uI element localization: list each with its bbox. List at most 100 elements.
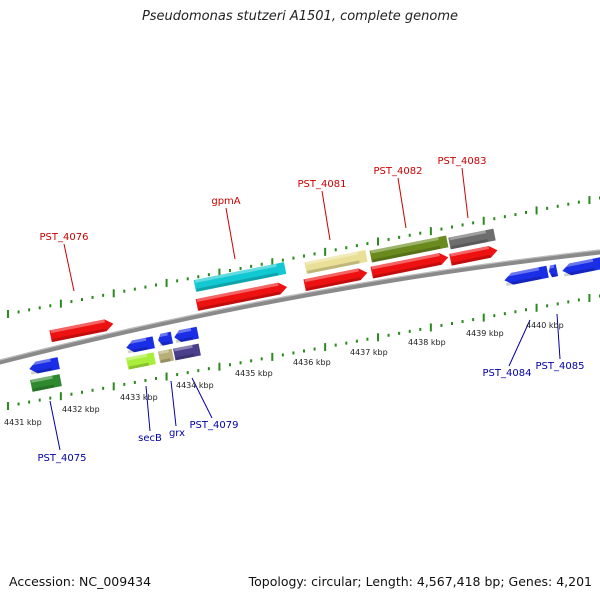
- cds-minus-bar: [157, 331, 174, 347]
- label-line: [397, 177, 407, 229]
- label-line: [508, 319, 531, 367]
- minus-tick: [546, 304, 549, 308]
- minus-tick: [366, 337, 369, 341]
- plus-tick: [334, 248, 337, 252]
- gene-bar: [193, 262, 287, 292]
- minus-tick: [229, 363, 231, 367]
- map-title: Pseudomonas stutzeri A1501, complete gen…: [141, 9, 459, 24]
- cds-bar: [449, 245, 498, 266]
- minus-tick: [345, 341, 348, 345]
- scale-label: 4437 kbp: [350, 348, 388, 357]
- plus-tick: [239, 266, 242, 270]
- label-line: [556, 313, 561, 360]
- plus-tick: [377, 237, 379, 246]
- minus-tick: [535, 303, 538, 312]
- minus-tick: [355, 339, 358, 343]
- minus-tick: [250, 359, 253, 363]
- minus-tick: [112, 382, 115, 391]
- minus-tick: [28, 400, 31, 404]
- plus-tick: [567, 202, 570, 206]
- minus-tick: [186, 371, 189, 375]
- minus-tick: [271, 352, 274, 361]
- cds-bar: [49, 319, 114, 343]
- plus-tick: [176, 279, 179, 283]
- plus-tick: [271, 258, 274, 267]
- minus-tick: [176, 373, 179, 377]
- minus-tick: [292, 351, 295, 355]
- plus-tick: [102, 293, 105, 297]
- plus-tick: [81, 298, 83, 301]
- minus-tick: [197, 369, 200, 373]
- plus-tick: [281, 258, 284, 262]
- plus-tick: [461, 223, 464, 227]
- plus-tick: [419, 231, 422, 235]
- scale-label: 4433 kbp: [120, 393, 158, 402]
- gene-bar: [369, 235, 449, 263]
- cds-bar: [370, 253, 449, 279]
- plus-tick: [503, 215, 506, 219]
- plus-tick: [324, 247, 327, 256]
- cds-minus-bar: [562, 257, 600, 277]
- label-line: [170, 380, 177, 427]
- plus-tick: [28, 308, 31, 312]
- scale-label: 4434 kbp: [176, 381, 214, 390]
- gene-bar: [173, 343, 201, 361]
- minus-tick: [482, 313, 485, 322]
- gene-bar: [157, 348, 175, 364]
- minus-tick: [91, 388, 94, 392]
- plus-tick: [355, 244, 358, 248]
- minus-tick: [503, 312, 506, 316]
- label-line: [461, 167, 469, 219]
- minus-tick: [155, 377, 157, 380]
- minus-tick: [7, 402, 9, 410]
- plus-tick: [91, 295, 94, 299]
- minus-tick: [313, 347, 316, 351]
- minus-tick: [398, 331, 401, 335]
- gene-label: PST_4082: [374, 166, 423, 177]
- minus-tick: [207, 367, 210, 371]
- genome-summary-text: Topology: circular; Length: 4,567,418 bp…: [248, 574, 592, 589]
- plus-tick: [313, 252, 316, 256]
- minus-tick: [70, 392, 73, 396]
- scale-label: 4431 kbp: [4, 418, 42, 427]
- gene-bar: [304, 250, 368, 274]
- minus-tick: [493, 314, 496, 318]
- label-line: [191, 377, 213, 419]
- cds-minus-bar: [174, 326, 199, 344]
- minus-tick: [123, 382, 126, 386]
- plus-tick: [218, 268, 221, 277]
- plus-tick: [70, 300, 73, 304]
- plus-tick: [250, 264, 253, 268]
- gene-features: [29, 228, 600, 392]
- minus-tick: [102, 386, 105, 390]
- cds-minus-bar: [504, 265, 549, 287]
- plus-tick: [546, 206, 549, 210]
- plus-tick: [123, 289, 126, 293]
- plus-tick: [260, 262, 263, 266]
- plus-tick: [493, 217, 496, 221]
- plus-tick: [112, 289, 115, 298]
- minus-tick: [260, 357, 263, 361]
- plus-tick: [535, 206, 538, 215]
- minus-tick: [144, 378, 147, 382]
- plus-tick: [525, 211, 527, 214]
- minus-tick: [133, 380, 136, 384]
- plus-tick: [514, 213, 517, 217]
- minus-tick: [429, 323, 432, 332]
- scale-label: 4432 kbp: [62, 405, 100, 414]
- plus-tick: [440, 227, 443, 231]
- gene-label: secB: [138, 433, 162, 444]
- scale-label: 4438 kbp: [408, 338, 446, 347]
- plus-strand-ticks: [7, 196, 600, 318]
- scale-label: 4436 kbp: [293, 358, 331, 367]
- gene-bar: [126, 352, 156, 370]
- accession-text: Accession: NC_009434: [9, 574, 152, 589]
- minus-tick: [567, 300, 570, 304]
- minus-tick: [387, 333, 390, 337]
- plus-tick: [577, 200, 580, 204]
- gene-label: PST_4081: [298, 179, 347, 190]
- plus-tick: [556, 204, 559, 208]
- plus-tick: [165, 278, 168, 287]
- minus-tick: [81, 390, 83, 394]
